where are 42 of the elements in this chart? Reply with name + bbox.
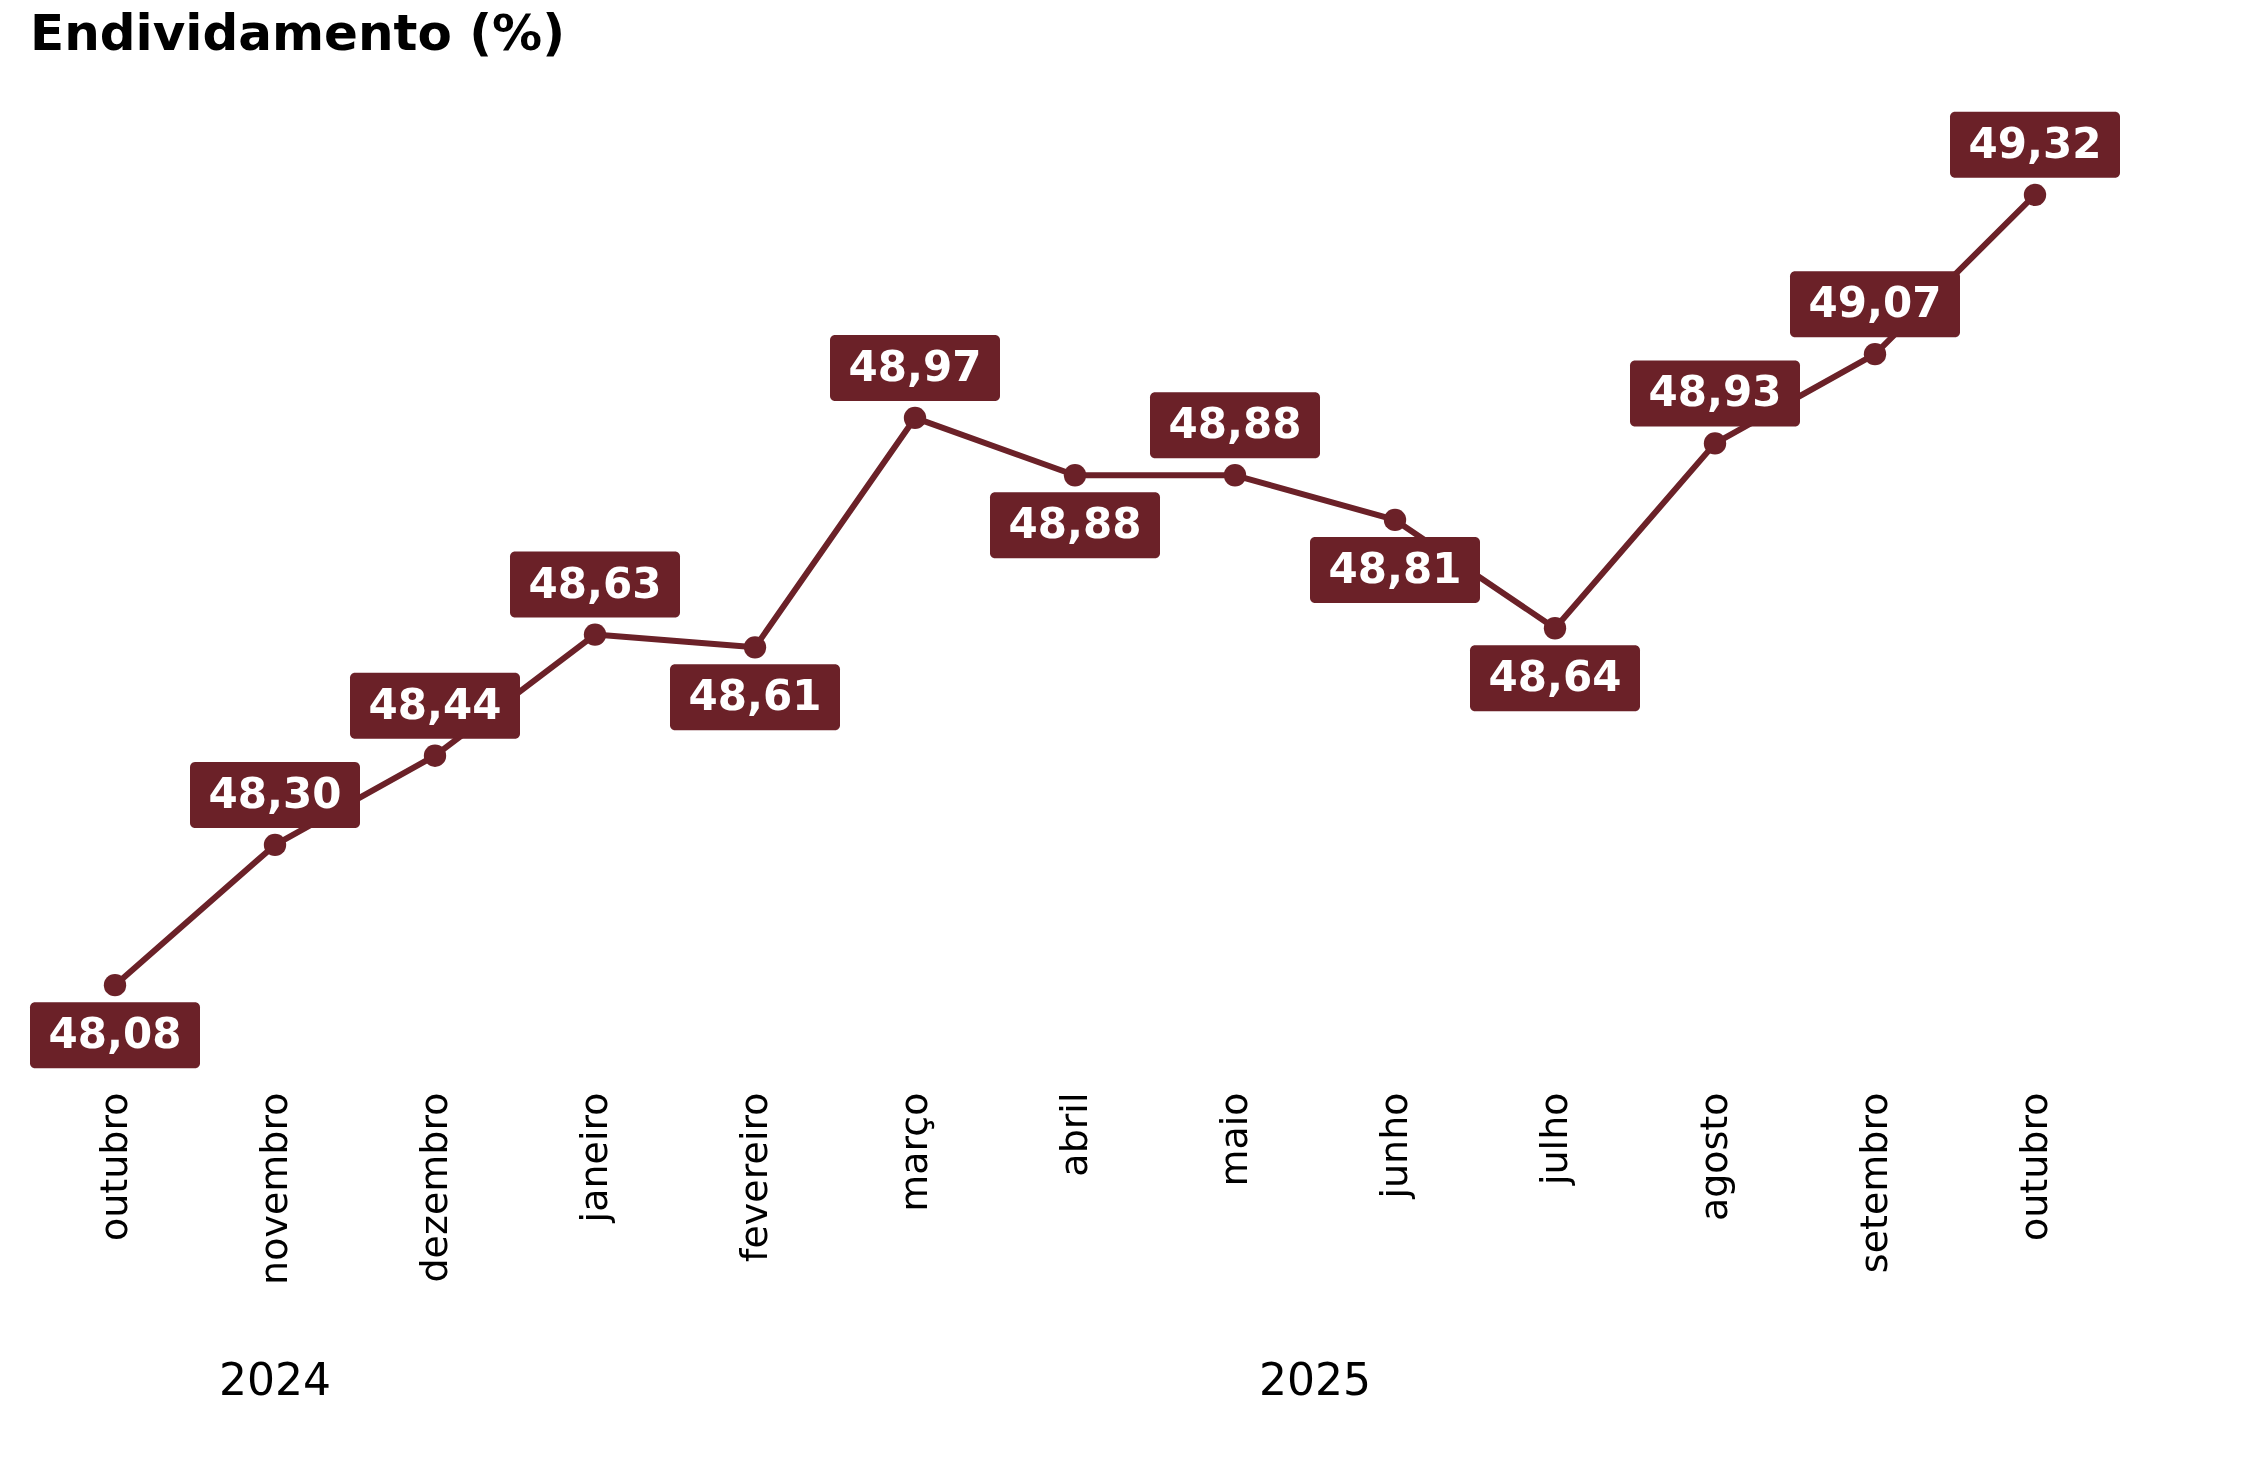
point [1703,432,1727,455]
point [1863,343,1887,366]
x-tick-label: setembro [1851,1092,1896,1274]
x-tick-label: junho [1371,1092,1416,1200]
x-tick-label: julho [1531,1092,1576,1187]
data-label: 48,97 [848,341,982,391]
chart-title: Endividamento (%) [30,4,566,62]
point [903,406,927,430]
data-label: 48,64 [1488,652,1622,702]
point [743,636,767,659]
data-label: 48,44 [368,679,502,729]
x-tick-label: maio [1211,1092,1256,1187]
x-tick-label: abril [1051,1092,1096,1177]
point [263,833,287,857]
data-label: 49,32 [1968,118,2102,168]
point [103,974,127,997]
text: 2024 [219,1354,331,1405]
data-label: 48,81 [1328,543,1462,593]
x-tick-label: outubro [91,1092,136,1241]
point [1223,464,1247,487]
text: 2025 [1259,1354,1371,1405]
x-tick-label: março [891,1092,936,1212]
data-label: 49,07 [1808,278,1942,328]
x-tick-label: outubro [2011,1092,2056,1241]
x-tick-label: fevereiro [731,1092,776,1262]
data-label: 48,93 [1648,367,1782,417]
point [1383,508,1407,532]
point [2023,183,2047,206]
point [423,744,447,767]
data-label: 48,63 [528,558,662,608]
x-tick-label: dezembro [411,1092,456,1283]
data-label: 48,61 [688,671,822,721]
data-label: 48,88 [1008,499,1142,549]
x-tick-label: novembro [251,1092,296,1285]
x-tick-label: agosto [1691,1092,1736,1222]
point [1063,464,1087,487]
data-label: 48,08 [48,1009,182,1059]
point [583,623,607,646]
data-label: 48,30 [208,768,342,818]
point [1543,617,1567,640]
x-tick-label: janeiro [571,1092,616,1224]
data-label: 48,88 [1168,399,1302,449]
